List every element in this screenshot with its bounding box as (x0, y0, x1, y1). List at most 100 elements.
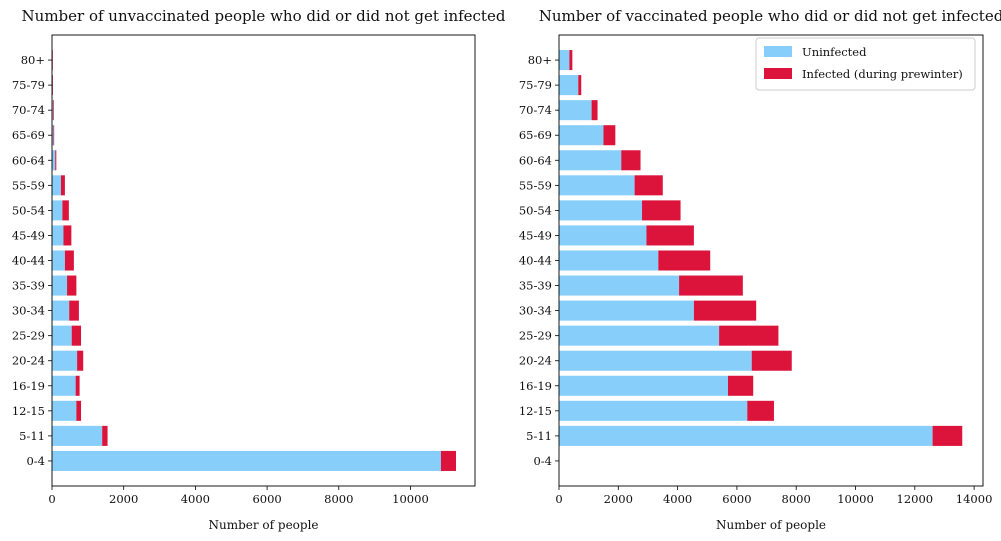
bar-infected-60-64 (621, 150, 641, 171)
y-tick-label: 55-59 (519, 178, 552, 192)
y-tick-label: 75-79 (12, 78, 45, 92)
bar-uninfected-40-44 (52, 250, 65, 271)
x-tick-label: 2000 (604, 492, 633, 506)
y-tick-label: 12-15 (519, 404, 552, 418)
y-tick-label: 20-24 (12, 354, 45, 368)
y-tick-label: 75-79 (519, 78, 552, 92)
y-tick-label: 30-34 (519, 304, 552, 318)
x-tick-label: 6000 (252, 492, 281, 506)
y-tick-label: 50-54 (12, 203, 45, 217)
y-tick-label: 70-74 (519, 103, 552, 117)
x-tick-label: 4000 (663, 492, 692, 506)
chart-title: Number of unvaccinated people who did or… (22, 7, 506, 25)
bar-uninfected-16-19 (52, 375, 76, 396)
bar-uninfected-35-39 (559, 275, 680, 296)
x-tick-label: 0 (555, 492, 562, 506)
y-tick-label: 50-54 (519, 203, 552, 217)
bar-infected-35-39 (67, 275, 77, 296)
bar-infected-50-54 (642, 200, 681, 221)
y-tick-label: 5-11 (19, 429, 45, 443)
bar-infected-5-11 (932, 425, 963, 446)
x-tick-label: 10000 (392, 492, 429, 506)
bar-uninfected-50-54 (559, 200, 643, 221)
bar-uninfected-55-59 (559, 175, 635, 196)
bar-uninfected-25-29 (559, 325, 720, 346)
legend-entry: Uninfected (802, 45, 867, 59)
y-tick-label: 40-44 (12, 254, 45, 268)
bar-uninfected-50-54 (52, 200, 63, 221)
x-tick-label: 6000 (722, 492, 751, 506)
y-tick-label: 45-49 (519, 228, 552, 242)
x-tick-label: 14000 (956, 492, 993, 506)
bar-infected-45-49 (646, 225, 694, 246)
bar-uninfected-20-24 (559, 350, 752, 371)
legend-entry: Infected (during prewinter) (802, 67, 963, 81)
bar-infected-16-19 (75, 375, 80, 396)
bar-uninfected-16-19 (559, 375, 729, 396)
y-tick-label: 60-64 (519, 153, 552, 167)
y-tick-label: 60-64 (12, 153, 45, 167)
bar-infected-12-15 (76, 400, 82, 421)
bar-uninfected-55-59 (52, 175, 61, 196)
x-axis-label: Number of people (208, 518, 318, 532)
bar-uninfected-5-11 (52, 425, 103, 446)
bar-uninfected-65-69 (52, 125, 54, 146)
legend-swatch (764, 68, 792, 79)
bar-infected-5-11 (102, 425, 108, 446)
y-tick-label: 30-34 (12, 304, 45, 318)
plot-frame (51, 34, 476, 487)
x-tick-label: 10000 (837, 492, 874, 506)
y-tick-label: 20-24 (519, 354, 552, 368)
left-chart-panel: Number of unvaccinated people who did or… (12, 7, 506, 532)
bar-infected-80+ (52, 50, 53, 71)
bar-uninfected-40-44 (559, 250, 659, 271)
chart-title: Number of vaccinated people who did or d… (539, 7, 1001, 25)
x-tick-label: 12000 (897, 492, 934, 506)
y-tick-label: 0-4 (533, 454, 552, 468)
bar-uninfected-75-79 (559, 75, 579, 96)
bar-infected-65-69 (53, 125, 55, 146)
x-tick-label: 8000 (782, 492, 811, 506)
bar-uninfected-12-15 (559, 400, 748, 421)
x-tick-label: 8000 (324, 492, 353, 506)
right-chart-panel: Number of vaccinated people who did or d… (519, 7, 1001, 532)
bar-uninfected-5-11 (559, 425, 933, 446)
bar-infected-40-44 (64, 250, 74, 271)
bar-uninfected-70-74 (52, 100, 54, 121)
y-tick-label: 55-59 (12, 178, 45, 192)
bar-uninfected-65-69 (559, 125, 604, 146)
y-tick-label: 16-19 (12, 379, 45, 393)
bar-infected-55-59 (634, 175, 663, 196)
bar-infected-50-54 (62, 200, 69, 221)
bar-uninfected-0-4 (52, 450, 441, 471)
bar-infected-75-79 (578, 75, 582, 96)
bar-uninfected-45-49 (559, 225, 647, 246)
legend: Uninfected Infected (during prewinter) (755, 37, 976, 91)
bar-infected-20-24 (751, 350, 792, 371)
legend-box (755, 37, 976, 91)
y-tick-label: 12-15 (12, 404, 45, 418)
y-tick-label: 0-4 (26, 454, 45, 468)
y-tick-label: 65-69 (12, 128, 45, 142)
bar-infected-0-4 (440, 450, 457, 471)
bar-infected-65-69 (603, 125, 616, 146)
bar-infected-40-44 (658, 250, 711, 271)
bar-infected-35-39 (679, 275, 743, 296)
y-tick-label: 40-44 (519, 254, 552, 268)
legend-swatch (764, 46, 792, 57)
y-tick-label: 45-49 (12, 228, 45, 242)
y-tick-label: 80+ (21, 53, 45, 67)
y-tick-label: 80+ (528, 53, 552, 67)
bar-uninfected-30-34 (52, 300, 70, 321)
bar-uninfected-35-39 (52, 275, 68, 296)
bar-infected-16-19 (728, 375, 754, 396)
bar-infected-30-34 (693, 300, 757, 321)
y-tick-label: 35-39 (519, 279, 552, 293)
bar-uninfected-60-64 (559, 150, 622, 171)
bar-infected-60-64 (55, 150, 57, 171)
bar-infected-25-29 (71, 325, 82, 346)
bar-infected-25-29 (719, 325, 779, 346)
bar-uninfected-12-15 (52, 400, 77, 421)
bar-infected-70-74 (53, 100, 54, 121)
